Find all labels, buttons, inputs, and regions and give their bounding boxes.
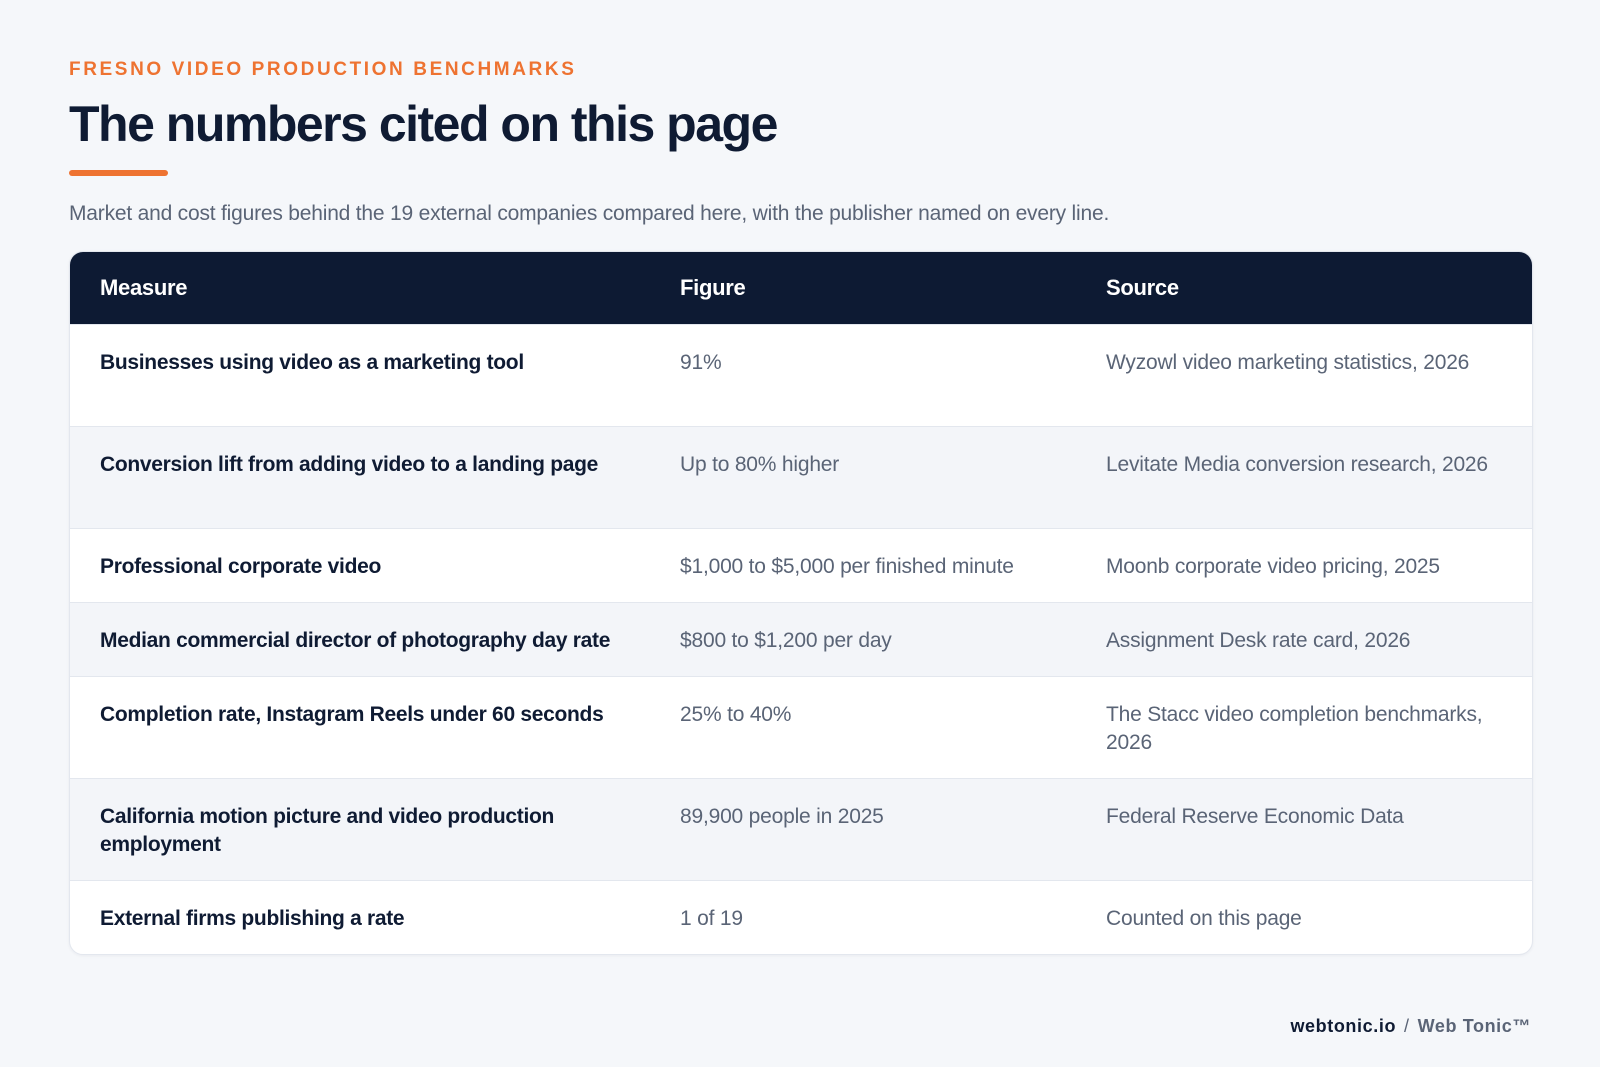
cell-source: Federal Reserve Economic Data (1106, 805, 1404, 828)
cell-source: The Stacc video completion benchmarks, 2… (1106, 703, 1483, 754)
table-row: California motion picture and video prod… (70, 778, 1532, 880)
benchmarks-table: Measure Figure Source Businesses using v… (69, 251, 1533, 955)
cell-measure: Median commercial director of photograph… (100, 629, 611, 652)
cell-source: Moonb corporate video pricing, 2025 (1106, 555, 1440, 578)
eyebrow-label: FRESNO VIDEO PRODUCTION BENCHMARKS (69, 59, 577, 80)
table-row: Businesses using video as a marketing to… (70, 324, 1532, 426)
column-header-measure: Measure (100, 275, 188, 300)
cell-figure: 1 of 19 (680, 907, 743, 930)
footer-brand: Web Tonic™ (1417, 1016, 1531, 1036)
table-row: Professional corporate video $1,000 to $… (70, 528, 1532, 602)
footer-domain-link[interactable]: webtonic.io (1290, 1016, 1397, 1036)
cell-measure: Completion rate, Instagram Reels under 6… (100, 703, 604, 726)
cell-figure: Up to 80% higher (680, 453, 840, 476)
table-header: Measure Figure Source (70, 252, 1532, 324)
cell-measure: Businesses using video as a marketing to… (100, 351, 524, 374)
cell-source: Assignment Desk rate card, 2026 (1106, 629, 1411, 652)
cell-measure: Conversion lift from adding video to a l… (100, 453, 599, 476)
cell-source: Levitate Media conversion research, 2026 (1106, 453, 1488, 476)
column-header-figure: Figure (680, 275, 746, 300)
footer-credit: webtonic.io / Web Tonic™ (1290, 1016, 1531, 1037)
cell-figure: $1,000 to $5,000 per finished minute (680, 555, 1014, 578)
footer-separator: / (1404, 1016, 1410, 1036)
cell-figure: 25% to 40% (680, 703, 792, 726)
table-row: External firms publishing a rate 1 of 19… (70, 880, 1532, 954)
cell-figure: 89,900 people in 2025 (680, 805, 884, 828)
column-header-source: Source (1106, 275, 1179, 300)
table-row: Conversion lift from adding video to a l… (70, 426, 1532, 528)
table-row: Median commercial director of photograph… (70, 602, 1532, 676)
page-title: The numbers cited on this page (69, 96, 778, 152)
cell-measure: External firms publishing a rate (100, 907, 405, 930)
cell-figure: 91% (680, 351, 722, 374)
table-row: Completion rate, Instagram Reels under 6… (70, 676, 1532, 778)
cell-figure: $800 to $1,200 per day (680, 629, 892, 652)
cell-source: Counted on this page (1106, 907, 1302, 930)
benchmarks-panel: FRESNO VIDEO PRODUCTION BENCHMARKS The n… (69, 58, 1533, 955)
cell-measure: California motion picture and video prod… (100, 805, 555, 856)
cell-source: Wyzowl video marketing statistics, 2026 (1106, 351, 1470, 374)
cell-measure: Professional corporate video (100, 555, 382, 578)
page-subtitle: Market and cost figures behind the 19 ex… (69, 202, 1110, 225)
title-accent-bar (69, 170, 168, 176)
